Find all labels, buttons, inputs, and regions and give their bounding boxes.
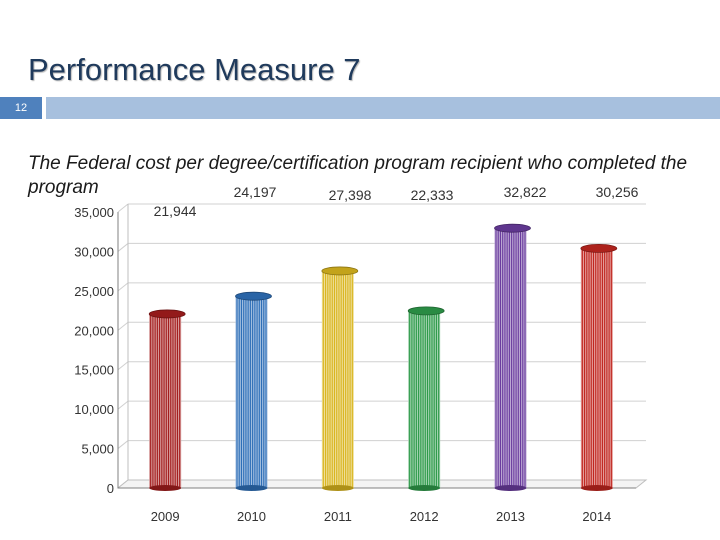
y-tick-label: 5,000 [81, 442, 114, 457]
y-tick-label: 30,000 [74, 244, 114, 259]
bar-base [321, 485, 354, 491]
bar-body [408, 311, 441, 488]
bar [407, 306, 445, 491]
bar-base [494, 485, 527, 491]
bar-base [235, 485, 268, 491]
gridline-depth [117, 440, 129, 449]
data-label: 32,822 [504, 184, 547, 200]
y-tick-label: 15,000 [74, 363, 114, 378]
data-label: 30,256 [596, 184, 639, 200]
bar-base [580, 485, 613, 491]
bar-body [235, 297, 268, 488]
gridline-depth [117, 400, 129, 410]
gridline-depth [117, 361, 129, 371]
slide-title: Performance Measure 7 [28, 52, 361, 87]
bar-cap [407, 306, 445, 316]
gridline-depth [117, 321, 129, 331]
bar [321, 266, 359, 491]
gridline-depth [117, 282, 129, 292]
bar [494, 223, 531, 491]
chart-floor [116, 479, 648, 489]
data-label: 24,197 [234, 184, 277, 200]
bar-cap [148, 309, 186, 319]
bar-body [149, 314, 182, 488]
slide-number: 12 [0, 97, 42, 119]
gridline-depth [117, 243, 129, 252]
bar-base [408, 485, 441, 491]
x-tick-label: 2009 [151, 509, 180, 524]
chart-title: The Federal cost per degree/certificatio… [28, 153, 688, 198]
grid [117, 203, 646, 489]
x-tick-label: 2011 [324, 509, 352, 524]
bar-cap [494, 223, 531, 233]
data-label: 21,944 [154, 203, 197, 219]
bar-cap [580, 244, 618, 253]
labels: 0 5,000 10,000 15,000 20,000 25,000 30,000 35,0… [74, 184, 638, 524]
bar-body [580, 249, 613, 488]
y-tick-label: 25,000 [74, 284, 114, 299]
x-tick-label: 2012 [410, 509, 439, 524]
data-label: 22,333 [411, 187, 454, 203]
x-tick-label: 2014 [582, 509, 611, 524]
header-bar [46, 97, 720, 119]
y-tick-label: 10,000 [74, 402, 114, 417]
bar-cap [321, 266, 359, 276]
bar [148, 309, 186, 491]
bars [148, 223, 618, 491]
data-label: 27,398 [329, 187, 372, 203]
bar [235, 291, 272, 491]
axes [116, 204, 648, 489]
x-tick-label: 2013 [496, 509, 525, 524]
gridline-depth [117, 203, 129, 213]
y-tick-label: 20,000 [74, 323, 114, 338]
bar-cap [235, 291, 272, 301]
bar [580, 244, 618, 491]
y-tick-label: 35,000 [74, 205, 114, 220]
x-tick-label: 2010 [237, 509, 266, 524]
bar-base [149, 485, 182, 491]
bar-body [494, 229, 527, 488]
bar-body [321, 271, 354, 488]
y-tick-label: 0 [107, 481, 114, 496]
